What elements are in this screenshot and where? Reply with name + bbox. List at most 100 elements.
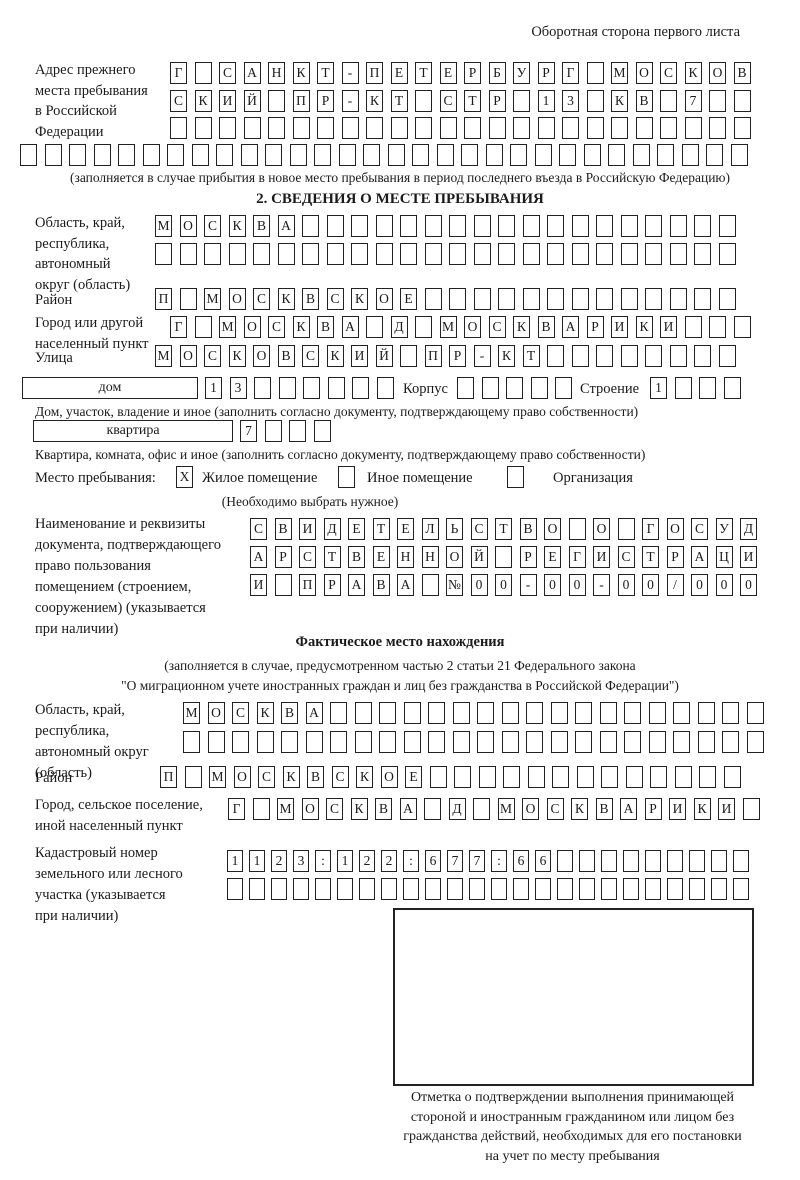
document-label: Наименование и реквизиты документа, подтв…: [35, 514, 221, 640]
text-line: Кадастровый номер: [35, 845, 158, 861]
char-box: О: [179, 215, 197, 237]
char-box: Д: [390, 316, 408, 338]
char-box: [93, 144, 111, 166]
char-box: [305, 731, 323, 753]
char-box: 6: [513, 850, 529, 872]
char-box: Е: [372, 546, 390, 568]
char-box: [179, 243, 197, 265]
actual-location-note: (заполняется в случае, предусмотренном ч…: [0, 656, 800, 696]
char-box: [216, 144, 233, 166]
char-box: К: [228, 215, 246, 237]
char-box: В: [519, 518, 537, 540]
char-box: М: [155, 215, 172, 237]
char-box: С: [258, 766, 275, 788]
residential-checkbox: X: [176, 466, 193, 488]
char-box: [620, 215, 638, 237]
char-box: [491, 878, 507, 900]
char-box: [292, 117, 310, 139]
char-box: [694, 243, 711, 265]
char-box: К: [292, 316, 310, 338]
char-box: [694, 288, 711, 310]
char-box: О: [179, 345, 197, 367]
char-box: [330, 702, 347, 724]
text-line: (область): [35, 765, 92, 781]
char-box: П: [424, 345, 442, 367]
char-box: С: [299, 546, 316, 568]
actual-location-title: Фактическое место нахождения: [295, 634, 505, 650]
char-box: [718, 288, 736, 310]
char-box: В: [595, 798, 613, 820]
korpus-cells: [457, 377, 580, 399]
char-box: [648, 702, 666, 724]
char-box: 3: [562, 90, 579, 112]
char-box: Д: [323, 518, 341, 540]
char-box: Е: [348, 518, 365, 540]
char-box: О: [709, 62, 726, 84]
char-box: А: [620, 798, 637, 820]
char-box: [421, 574, 439, 596]
char-box: [449, 215, 466, 237]
char-box: К: [277, 288, 295, 310]
char-box: С: [439, 90, 457, 112]
organization-label: Организация: [553, 470, 633, 486]
char-box: [711, 850, 727, 872]
char-box: [586, 62, 604, 84]
char-box: [271, 878, 287, 900]
char-box: [501, 702, 519, 724]
char-box: [669, 288, 687, 310]
char-box: А: [399, 798, 417, 820]
char-box: К: [256, 702, 274, 724]
char-box: Ь: [446, 518, 463, 540]
page-side-note: Оборотная сторона первого листа: [531, 24, 740, 40]
char-box: [359, 878, 375, 900]
char-box: С: [617, 546, 635, 568]
char-box: [699, 766, 716, 788]
char-box: [547, 345, 564, 367]
char-box: [746, 702, 764, 724]
char-box: Р: [586, 316, 604, 338]
confirmation-stamp-box: [393, 908, 754, 1086]
char-box: [526, 731, 543, 753]
char-box: [645, 288, 662, 310]
char-box: [387, 144, 405, 166]
char-box: Д: [448, 798, 466, 820]
char-box: Б: [488, 62, 506, 84]
char-box: 0: [691, 574, 708, 596]
char-box: [403, 702, 421, 724]
char-box: [552, 766, 569, 788]
char-box: М: [277, 798, 294, 820]
char-box: В: [348, 546, 365, 568]
char-box: [579, 850, 595, 872]
char-box: [501, 731, 519, 753]
char-box: [289, 144, 307, 166]
cadastral-char-row-2: [227, 878, 755, 900]
char-box: [194, 316, 212, 338]
char-box: [352, 377, 369, 399]
apartment-type-box: квартира: [33, 420, 233, 442]
char-box: 6: [535, 850, 551, 872]
cadastral-label: Кадастровый номер земельного или лесного у…: [35, 843, 183, 927]
char-box: И: [299, 518, 316, 540]
char-box: [527, 766, 545, 788]
char-box: Н: [397, 546, 414, 568]
char-box: М: [209, 766, 226, 788]
char-box: [469, 878, 485, 900]
char-box: 1: [205, 377, 222, 399]
text-line: участка (указывается: [35, 887, 166, 903]
char-box: 0: [568, 574, 586, 596]
char-box: О: [243, 316, 261, 338]
char-box: [498, 215, 515, 237]
char-box: Й: [375, 345, 393, 367]
prev-address-char-row-3: [170, 117, 758, 139]
stroenie-label: Строение: [580, 381, 640, 397]
char-box: Р: [317, 90, 334, 112]
text-line: Адрес прежнего: [35, 62, 136, 78]
char-box: К: [282, 766, 300, 788]
char-box: Р: [274, 546, 292, 568]
char-box: [697, 702, 715, 724]
char-box: [723, 766, 741, 788]
char-box: [403, 878, 419, 900]
